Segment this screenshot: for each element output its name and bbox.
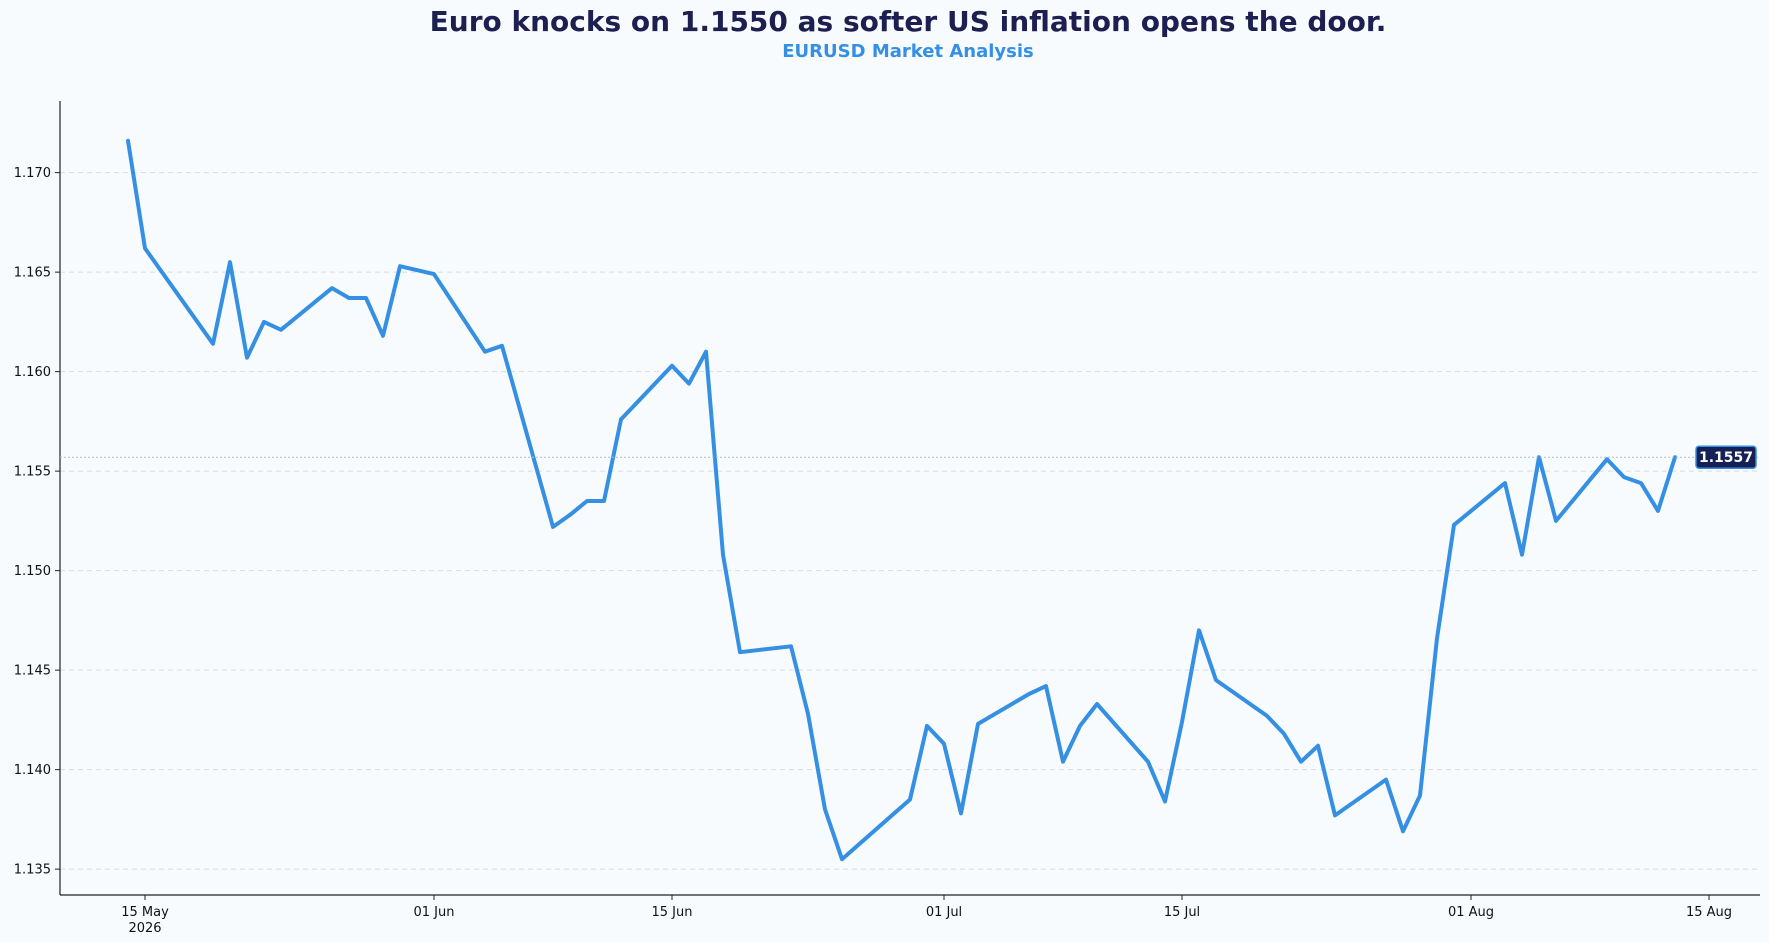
x-tick-label: 15 Jul [1164, 905, 1200, 920]
y-tick-label: 1.155 [14, 465, 51, 480]
x-tick-label: 01 Jul [926, 905, 962, 920]
y-tick-label: 1.145 [14, 664, 51, 679]
x-tick-label: 01 Aug [1448, 905, 1494, 920]
price-line [126, 138, 1677, 862]
y-tick-label: 1.140 [14, 763, 51, 778]
x-tick-label: 15 Aug [1686, 905, 1732, 920]
last-value-marker: 1.1557 [60, 445, 1760, 469]
x-tick-label: 15 May [121, 905, 169, 920]
last-value-label: 1.1557 [1699, 450, 1753, 466]
x-tick-label: 15 Jun [652, 905, 693, 920]
x-tick-label: 01 Jun [414, 905, 455, 920]
chart-subtitle: EURUSD Market Analysis [782, 41, 1033, 62]
y-tick-label: 1.160 [14, 365, 51, 380]
y-tick-label: 1.170 [14, 166, 51, 181]
chart-title: Euro knocks on 1.1550 as softer US infla… [430, 5, 1387, 38]
y-tick-label: 1.135 [14, 863, 51, 878]
x-tick-sublabel: 2026 [128, 921, 161, 936]
gridlines [60, 172, 1760, 870]
series-layer [126, 138, 1677, 862]
y-tick-label: 1.150 [14, 564, 51, 579]
axes [59, 101, 1760, 896]
y-axis-ticks: 1.135 1.140 1.145 1.150 1.155 1.160 1.165 1.170 [14, 166, 60, 878]
last-value-badge [1695, 445, 1757, 469]
y-tick-label: 1.165 [14, 266, 51, 281]
